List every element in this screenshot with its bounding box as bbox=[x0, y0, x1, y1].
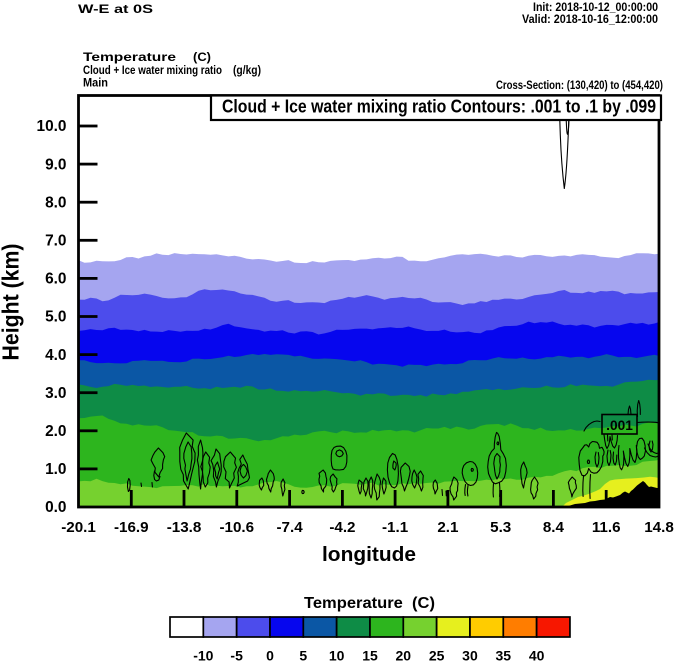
svg-text:7.0: 7.0 bbox=[45, 233, 66, 250]
svg-text:5.3: 5.3 bbox=[490, 519, 511, 536]
svg-text:11.6: 11.6 bbox=[592, 519, 621, 536]
svg-text:(g/kg): (g/kg) bbox=[233, 63, 261, 77]
svg-text:35: 35 bbox=[496, 648, 512, 664]
svg-text:20: 20 bbox=[396, 648, 412, 664]
svg-text:5: 5 bbox=[299, 648, 307, 664]
svg-text:-13.8: -13.8 bbox=[167, 519, 202, 536]
svg-text:15: 15 bbox=[362, 648, 378, 664]
svg-text:-4.2: -4.2 bbox=[329, 519, 355, 536]
svg-text:14.8: 14.8 bbox=[644, 519, 674, 536]
svg-text:Cross-Section: (130,420) to (4: Cross-Section: (130,420) to (454,420) bbox=[496, 78, 663, 92]
svg-text:1.0: 1.0 bbox=[45, 461, 66, 478]
svg-text:Temperature: Temperature bbox=[83, 50, 176, 64]
svg-text:-7.4: -7.4 bbox=[277, 519, 304, 536]
svg-text:5.0: 5.0 bbox=[45, 309, 66, 326]
svg-text:8.0: 8.0 bbox=[45, 194, 66, 211]
svg-text:0.0: 0.0 bbox=[45, 499, 66, 516]
svg-text:10: 10 bbox=[329, 648, 345, 664]
svg-text:8.4: 8.4 bbox=[543, 519, 565, 536]
svg-text:Main: Main bbox=[83, 76, 108, 90]
svg-text:Init: 2018-10-12_00:00:00: Init: 2018-10-12_00:00:00 bbox=[533, 0, 658, 14]
svg-text:3.0: 3.0 bbox=[45, 385, 66, 402]
svg-text:0: 0 bbox=[266, 648, 274, 664]
svg-text:Valid: 2018-10-16_12:00:00: Valid: 2018-10-16_12:00:00 bbox=[522, 12, 658, 26]
svg-text:30: 30 bbox=[462, 648, 478, 664]
svg-text:9.0: 9.0 bbox=[45, 156, 66, 173]
svg-text:6.0: 6.0 bbox=[45, 271, 66, 288]
svg-text:Cloud + Ice water mixing ratio: Cloud + Ice water mixing ratio bbox=[83, 63, 222, 77]
svg-text:4.0: 4.0 bbox=[45, 347, 66, 364]
svg-text:-1.1: -1.1 bbox=[382, 519, 409, 536]
svg-text:-10: -10 bbox=[193, 648, 213, 664]
svg-text:Height (km): Height (km) bbox=[0, 244, 24, 361]
svg-text:(C): (C) bbox=[193, 50, 211, 64]
svg-text:Cloud + Ice water mixing ratio: Cloud + Ice water mixing ratio Contours:… bbox=[222, 96, 656, 117]
svg-text:longitude: longitude bbox=[322, 544, 416, 566]
svg-text:-10.6: -10.6 bbox=[219, 519, 254, 536]
svg-text:10.0: 10.0 bbox=[37, 118, 67, 135]
svg-text:2.0: 2.0 bbox=[45, 423, 66, 440]
svg-text:2.1: 2.1 bbox=[437, 519, 459, 536]
svg-text:.001: .001 bbox=[606, 418, 633, 433]
svg-text:-20.1: -20.1 bbox=[61, 519, 96, 536]
svg-text:-5: -5 bbox=[230, 648, 243, 664]
svg-text:-16.9: -16.9 bbox=[114, 519, 149, 536]
svg-text:25: 25 bbox=[429, 648, 445, 664]
svg-text:W-E at 0S: W-E at 0S bbox=[78, 2, 153, 16]
svg-text:40: 40 bbox=[529, 648, 545, 664]
svg-text:Temperature (C): Temperature (C) bbox=[304, 595, 435, 612]
